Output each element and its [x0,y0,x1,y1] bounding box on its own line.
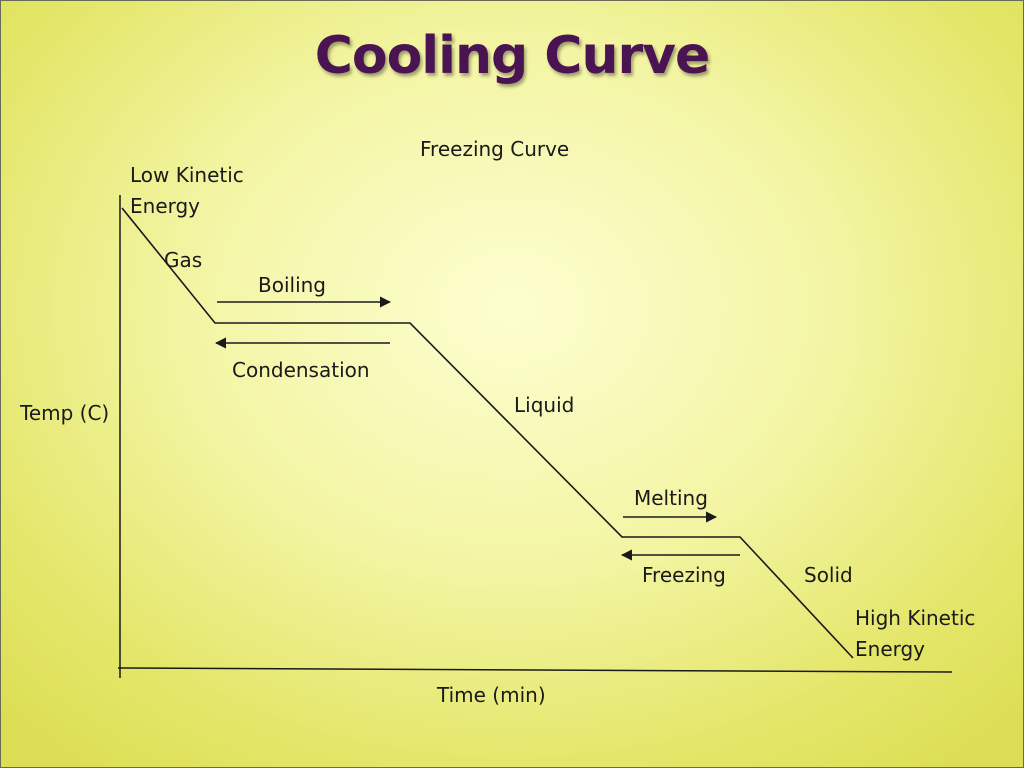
freezing-label: Freezing [642,563,726,587]
boiling-label: Boiling [258,273,326,297]
x-axis [117,667,953,673]
gas-label: Gas [164,248,203,272]
solid-label: Solid [804,563,853,587]
y-axis-label: Temp (C) [20,401,110,425]
diagram-subtitle: Freezing Curve [420,137,570,161]
melting-label: Melting [634,486,708,510]
low-kinetic-line1: Low Kinetic [130,163,244,187]
high-kinetic-line2: Energy [855,637,926,661]
slide-title: Cooling Curve [314,26,711,86]
high-kinetic-line1: High Kinetic [855,606,976,630]
low-kinetic-energy-label: Low Kinetic Energy [130,160,244,222]
cooling-curve-line [121,207,854,659]
low-kinetic-line2: Energy [130,194,201,218]
high-kinetic-energy-label: High Kinetic Energy [855,603,975,665]
x-axis-label: Time (min) [437,683,546,707]
liquid-label: Liquid [514,393,575,417]
condensation-label: Condensation [232,358,370,382]
